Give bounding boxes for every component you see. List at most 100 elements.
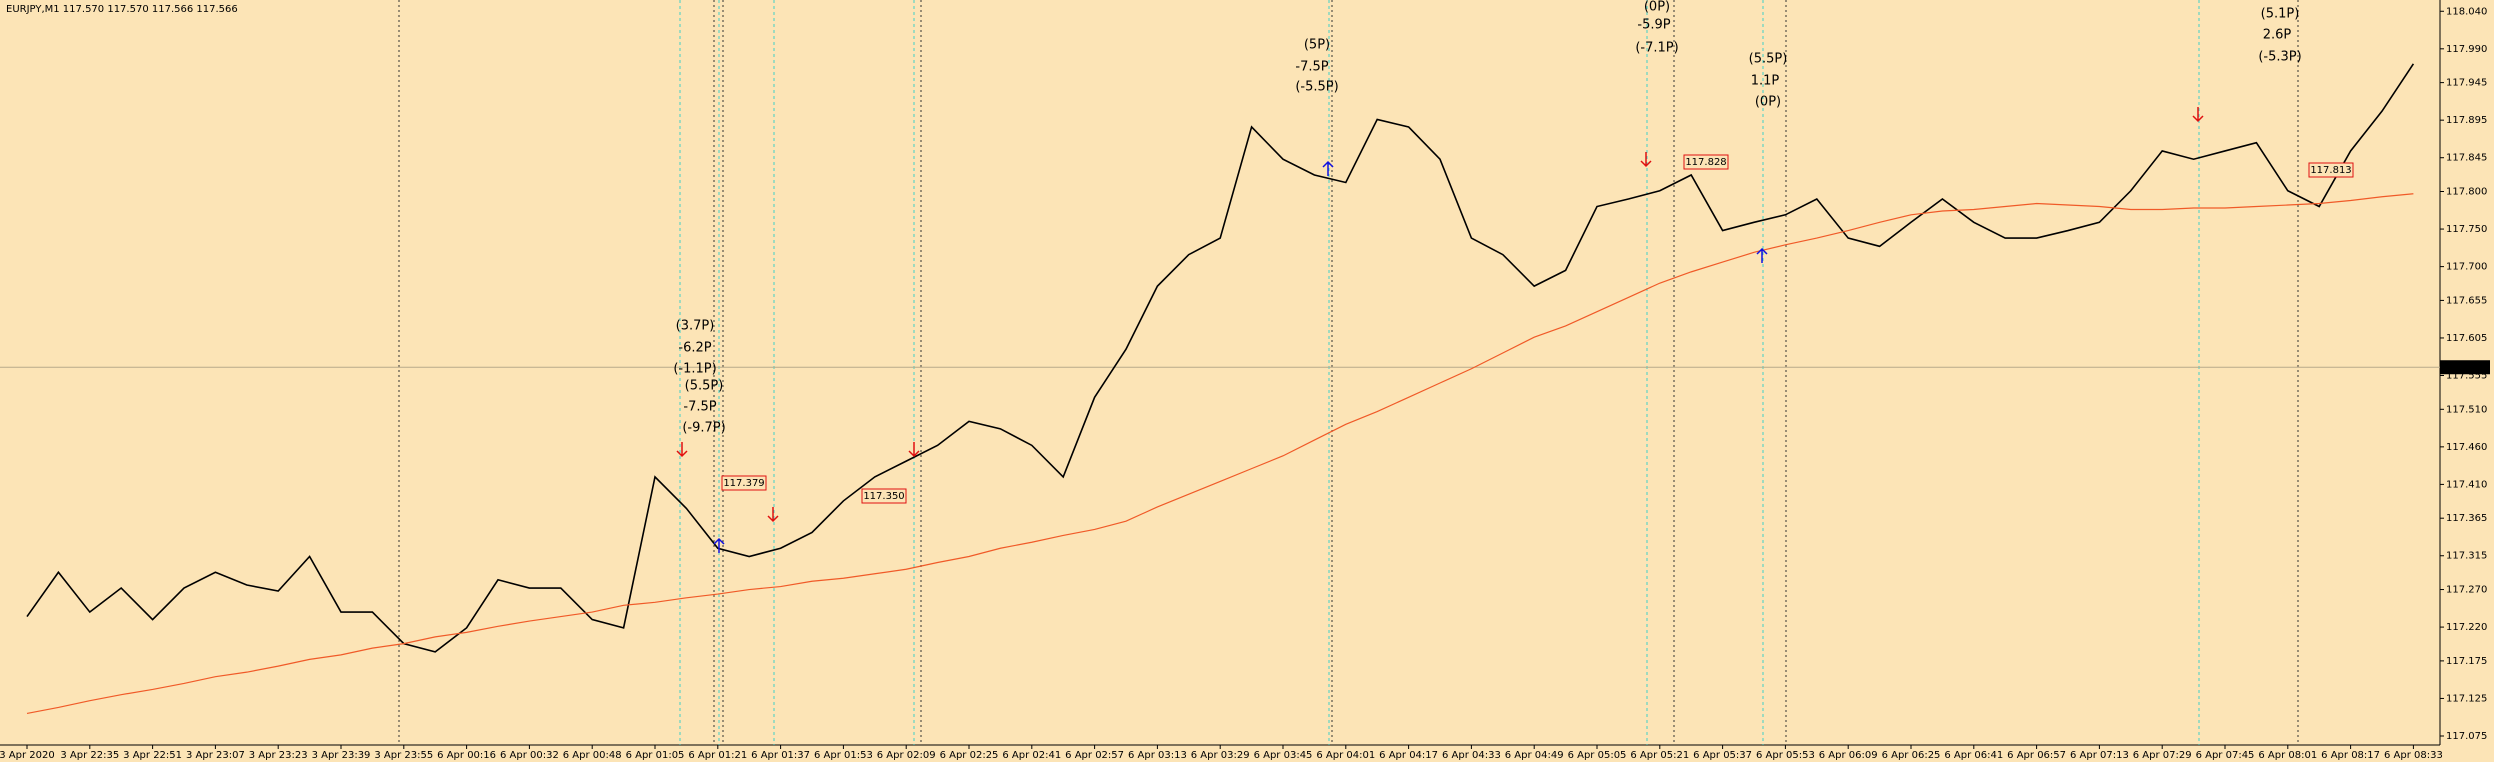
x-tick-label: 3 Apr 23:39 (312, 750, 371, 761)
x-tick-label: 6 Apr 00:16 (437, 750, 496, 761)
x-tick-label: 6 Apr 08:01 (2258, 750, 2317, 761)
x-tick-label: 6 Apr 02:25 (940, 750, 999, 761)
x-tick-label: 6 Apr 04:17 (1379, 750, 1438, 761)
x-tick-label: 3 Apr 23:23 (249, 750, 308, 761)
y-tick-label: 117.800 (2446, 187, 2487, 198)
y-tick-label: 117.845 (2446, 153, 2487, 164)
x-tick-label: 6 Apr 04:01 (1316, 750, 1375, 761)
y-tick-label: 117.700 (2446, 262, 2487, 273)
annotation: (5.5P) (1749, 52, 1788, 67)
y-tick-label: 117.460 (2446, 442, 2487, 453)
price-box (1683, 154, 1729, 170)
x-tick-label: 6 Apr 01:21 (688, 750, 747, 761)
signal-arrow (2192, 107, 2204, 123)
annotation: (5.5P) (685, 379, 724, 394)
price-box-label: 117.813 (2310, 165, 2351, 176)
x-tick-label: 6 Apr 06:57 (2007, 750, 2066, 761)
x-tick-label: 6 Apr 06:09 (1819, 750, 1878, 761)
y-tick-label: 117.945 (2446, 78, 2487, 89)
price-box-label: 117.379 (723, 478, 764, 489)
annotation: (-7.1P) (1635, 41, 1678, 56)
x-tick-label: 3 Apr 23:07 (186, 750, 245, 761)
x-tick-label: 6 Apr 02:41 (1002, 750, 1061, 761)
annotation: (0P) (1755, 95, 1781, 110)
x-tick-label: 6 Apr 07:45 (2196, 750, 2255, 761)
signal-arrow (767, 507, 779, 523)
x-tick-label: 3 Apr 23:55 (374, 750, 433, 761)
price-line (26, 63, 2415, 653)
x-tick-label: 6 Apr 03:13 (1128, 750, 1187, 761)
x-tick-label: 6 Apr 04:33 (1442, 750, 1501, 761)
signal-arrow (908, 442, 920, 458)
y-tick-label: 117.990 (2446, 44, 2487, 55)
y-tick-label: 117.655 (2446, 295, 2487, 306)
signal-arrow (1756, 247, 1768, 263)
x-tick-label: 3 Apr 22:35 (60, 750, 119, 761)
y-tick-label: 117.895 (2446, 115, 2487, 126)
x-tick-label: 6 Apr 07:29 (2133, 750, 2192, 761)
x-tick-label: 6 Apr 02:09 (877, 750, 936, 761)
annotation: (-1.1P) (673, 362, 716, 377)
annotation: 1.1P (1751, 74, 1780, 89)
price-box (721, 475, 767, 491)
annotation: (-9.7P) (682, 421, 725, 436)
x-tick-label: 6 Apr 03:29 (1191, 750, 1250, 761)
annotation: -7.5P (1295, 60, 1328, 75)
signal-arrow (676, 442, 688, 458)
x-tick-label: 6 Apr 06:41 (1944, 750, 2003, 761)
annotation: (5P) (1304, 38, 1330, 53)
x-tick-label: 6 Apr 01:37 (751, 750, 810, 761)
y-tick-label: 117.605 (2446, 333, 2487, 344)
annotation: 2.6P (2263, 28, 2292, 43)
y-tick-label: 117.510 (2446, 404, 2487, 415)
x-tick-label: 3 Apr 2020 (0, 750, 55, 761)
y-tick-label: 117.175 (2446, 656, 2487, 667)
y-tick-label: 117.220 (2446, 622, 2487, 633)
annotation: (5.1P) (2261, 7, 2300, 22)
x-tick-label: 6 Apr 05:05 (1568, 750, 1627, 761)
current-price-box (2440, 360, 2490, 375)
x-tick-label: 6 Apr 08:17 (2321, 750, 2380, 761)
y-tick-label: 117.125 (2446, 693, 2487, 704)
moving-average (26, 193, 2414, 715)
signal-arrow (713, 537, 725, 553)
annotation: (-5.5P) (1295, 80, 1338, 95)
annotation: (-5.3P) (2258, 50, 2301, 65)
x-tick-label: 6 Apr 02:57 (1065, 750, 1124, 761)
y-tick-label: 117.365 (2446, 513, 2487, 524)
chart-title: EURJPY,M1 117.570 117.570 117.566 117.56… (6, 4, 238, 15)
x-tick-label: 6 Apr 00:48 (563, 750, 622, 761)
y-tick-label: 118.040 (2446, 6, 2487, 17)
signal-arrow (1640, 152, 1652, 168)
signal-arrow (1322, 160, 1334, 176)
x-tick-label: 6 Apr 06:25 (1882, 750, 1941, 761)
y-tick-label: 117.315 (2446, 551, 2487, 562)
x-tick-label: 6 Apr 05:37 (1693, 750, 1752, 761)
current-price-label: 117.566 (2446, 362, 2487, 373)
annotation: -5.9P (1637, 18, 1670, 33)
annotation: (0P) (1644, 0, 1670, 15)
x-tick-label: 6 Apr 04:49 (1505, 750, 1564, 761)
x-tick-label: 6 Apr 05:21 (1630, 750, 1689, 761)
y-tick-label: 117.410 (2446, 479, 2487, 490)
x-tick-label: 6 Apr 01:05 (626, 750, 685, 761)
x-tick-label: 6 Apr 08:33 (2384, 750, 2443, 761)
x-tick-label: 6 Apr 07:13 (2070, 750, 2129, 761)
y-tick-label: 117.750 (2446, 224, 2487, 235)
price-box-label: 117.350 (863, 491, 904, 502)
price-box (2308, 162, 2354, 178)
annotation: (3.7P) (676, 319, 715, 334)
x-tick-label: 6 Apr 05:53 (1756, 750, 1815, 761)
price-box-label: 117.828 (1685, 157, 1726, 168)
y-tick-label: 117.075 (2446, 731, 2487, 742)
y-tick-label: 117.555 (2446, 371, 2487, 382)
annotation: -7.5P (683, 400, 716, 415)
price-box (861, 488, 907, 504)
x-tick-label: 6 Apr 00:32 (500, 750, 559, 761)
y-tick-label: 117.270 (2446, 585, 2487, 596)
annotation: -6.2P (678, 341, 711, 356)
x-tick-label: 6 Apr 01:53 (814, 750, 873, 761)
x-tick-label: 6 Apr 03:45 (1254, 750, 1313, 761)
